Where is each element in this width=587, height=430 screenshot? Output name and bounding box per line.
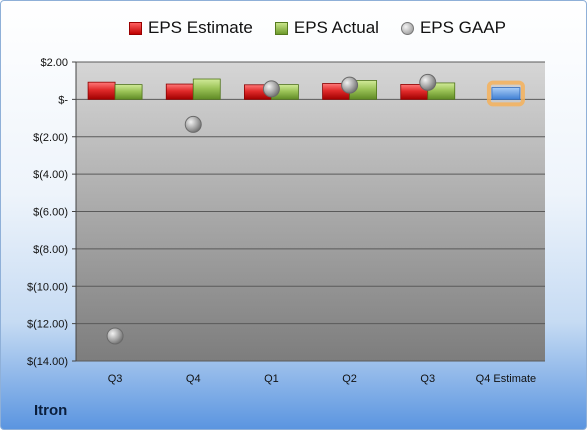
x-tick-label: Q2 bbox=[342, 373, 357, 385]
legend-swatch-eps-actual bbox=[274, 21, 288, 35]
y-tick-label: $- bbox=[58, 94, 68, 106]
y-tick-label: $(14.00) bbox=[27, 356, 68, 368]
x-tick-label: Q3 bbox=[108, 373, 123, 385]
legend-item-eps-estimate: EPS Estimate bbox=[129, 18, 253, 38]
y-tick-label: $(4.00) bbox=[33, 169, 68, 181]
legend-swatch-eps-estimate bbox=[129, 21, 142, 35]
company-name: Itron bbox=[34, 402, 68, 419]
y-tick-label: $(8.00) bbox=[33, 244, 68, 256]
point-eps-gaap bbox=[341, 76, 359, 94]
point-eps-gaap bbox=[262, 80, 280, 98]
bar-q4-estimate-highlight bbox=[486, 80, 525, 107]
y-tick-label: $(2.00) bbox=[33, 132, 68, 144]
y-tick-label: $2.00 bbox=[40, 57, 68, 69]
bar-eps-estimate bbox=[165, 83, 194, 100]
legend-item-eps-gaap: EPS GAAP bbox=[400, 18, 506, 38]
bar-eps-actual bbox=[114, 84, 143, 100]
bar-q4-estimate bbox=[491, 87, 521, 100]
point-eps-gaap bbox=[106, 327, 124, 345]
legend-label-eps-estimate: EPS Estimate bbox=[148, 18, 253, 37]
x-tick-label: Q4 bbox=[186, 373, 201, 385]
x-tick-label: Q1 bbox=[264, 373, 279, 385]
legend-label-eps-actual: EPS Actual bbox=[293, 18, 379, 37]
y-tick-label: $(12.00) bbox=[27, 319, 68, 331]
point-eps-gaap bbox=[419, 73, 437, 91]
x-tick-label: Q3 bbox=[420, 373, 435, 385]
legend-swatch-eps-gaap bbox=[400, 21, 414, 35]
legend-item-eps-actual: EPS Actual bbox=[274, 18, 379, 38]
y-tick-label: $(6.00) bbox=[33, 207, 68, 219]
legend: EPS Estimate EPS Actual EPS GAAP bbox=[129, 18, 506, 38]
bar-eps-estimate bbox=[87, 81, 116, 100]
bar-eps-actual bbox=[192, 78, 221, 100]
y-tick-label: $(10.00) bbox=[27, 281, 68, 293]
legend-label-eps-gaap: EPS GAAP bbox=[419, 18, 506, 37]
point-eps-gaap bbox=[184, 115, 202, 133]
x-tick-label: Q4 Estimate bbox=[476, 373, 537, 385]
